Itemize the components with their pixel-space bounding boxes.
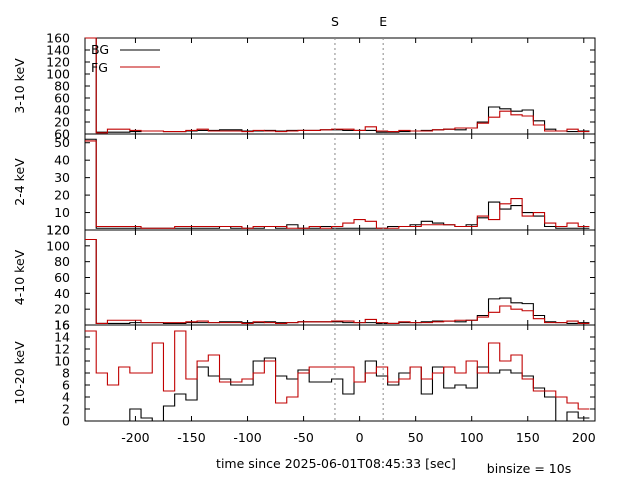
x-tick-label: 100 <box>460 430 484 445</box>
y-tick-label: 16 <box>54 318 70 333</box>
y-tick-label: 160 <box>46 31 70 46</box>
y-tick-label: 40 <box>54 286 70 301</box>
y-tick-label: 2 <box>62 402 70 417</box>
y-tick-label: 40 <box>54 153 70 168</box>
panel-frame <box>84 133 596 231</box>
y-tick-label: 60 <box>54 127 70 142</box>
y-tick-label: 6 <box>62 378 70 393</box>
y-tick-label: 16 <box>54 318 70 333</box>
y-tick-label: 8 <box>62 366 70 381</box>
y-tick-label: 120 <box>46 55 70 70</box>
y-tick-label: 120 <box>46 223 70 238</box>
marker-label: S <box>331 14 339 29</box>
y-tick-label: 4 <box>62 390 70 405</box>
series-bg-line <box>85 357 590 422</box>
y-tick-label: 40 <box>54 103 70 118</box>
y-tick-label: 80 <box>54 79 70 94</box>
x-tick-label: 50 <box>408 430 424 445</box>
series-fg-line <box>85 330 590 410</box>
y-tick-label: 0 <box>62 414 70 429</box>
y-tick-label: 140 <box>46 43 70 58</box>
y-tick-label: 14 <box>54 330 70 345</box>
y-axis-label: 4-10 keV <box>12 249 27 305</box>
y-tick-label: 100 <box>46 238 70 253</box>
y-tick-label: 10 <box>54 354 70 369</box>
x-tick-label: -50 <box>293 430 313 445</box>
series-bg-line <box>85 238 590 324</box>
legend: BG FG <box>91 42 160 75</box>
series-fg-line <box>85 140 590 229</box>
y-tick-label: 80 <box>54 254 70 269</box>
x-axis-label: time since 2025-06-01T08:45:33 [sec] <box>216 456 456 471</box>
series-fg-line <box>85 238 590 324</box>
y-tick-label: 20 <box>54 115 70 130</box>
panel-2: 120 10 20 30 40 50 2-4 keV <box>12 133 596 238</box>
y-axis-label: 2-4 keV <box>12 158 27 206</box>
x-tick-label: 0 <box>356 430 364 445</box>
legend-label-bg: BG <box>91 42 109 57</box>
x-tick-label: -100 <box>233 430 261 445</box>
binsize-label: binsize = 10s <box>487 461 571 476</box>
x-tick-label: 150 <box>516 430 540 445</box>
series-fg-line <box>85 37 590 134</box>
y-tick-label: 30 <box>54 170 70 185</box>
marker-label: E <box>379 14 387 29</box>
legend-label-fg: FG <box>91 60 108 75</box>
x-tick-label: -200 <box>121 430 149 445</box>
y-tick-label: 60 <box>54 91 70 106</box>
x-tick-label: -150 <box>177 430 205 445</box>
y-tick-label: 50 <box>54 135 70 150</box>
y-tick-label: 10 <box>54 205 70 220</box>
y-axis-label: 10-20 keV <box>12 341 27 405</box>
x-ticks: -200 -150 -100 -50 0 50 100 150 200 <box>121 430 596 445</box>
y-tick-label: 12 <box>54 342 70 357</box>
y-axis-label: 3-10 keV <box>12 58 27 114</box>
y-tick-label: 120 <box>46 223 70 238</box>
y-tick-label: 60 <box>54 270 70 285</box>
panel-frame <box>84 37 596 135</box>
series-bg-line <box>85 37 590 133</box>
y-tick-label: 20 <box>54 302 70 317</box>
series-bg-line <box>85 138 590 229</box>
x-tick-label: 200 <box>572 430 596 445</box>
panel-frame <box>84 229 596 326</box>
y-tick-label: 100 <box>46 67 70 82</box>
y-tick-label: 20 <box>54 188 70 203</box>
